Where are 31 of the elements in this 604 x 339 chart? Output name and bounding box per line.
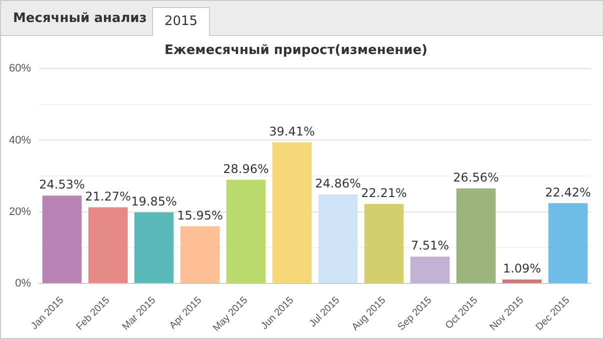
bar bbox=[456, 188, 496, 283]
data-label: 15.95% bbox=[177, 208, 223, 222]
text: Месячный анализ bbox=[13, 11, 147, 26]
data-label: 24.53% bbox=[39, 178, 85, 192]
bar bbox=[272, 142, 312, 283]
data-label: 22.21% bbox=[361, 186, 407, 200]
data-label: 1.09% bbox=[502, 262, 542, 276]
bar bbox=[318, 194, 358, 283]
data-label: 21.27% bbox=[85, 189, 131, 204]
y-tick-label: 0% bbox=[15, 277, 32, 290]
bar bbox=[42, 196, 82, 283]
text: 2015 bbox=[152, 7, 210, 36]
data-label: 19.85% bbox=[131, 194, 177, 209]
data-label: 7.51% bbox=[410, 238, 450, 253]
bar bbox=[364, 204, 404, 283]
chart-title: Ежемесячный прирост(изменение) bbox=[164, 43, 428, 58]
y-tick-label: 60% bbox=[8, 62, 32, 75]
data-label: 22.42% bbox=[545, 185, 591, 200]
bar bbox=[134, 212, 174, 283]
bar bbox=[226, 180, 266, 283]
bar bbox=[410, 256, 450, 283]
data-label: 28.96% bbox=[223, 162, 269, 176]
data-label: 39.41% bbox=[269, 124, 315, 138]
y-tick-label: 40% bbox=[8, 134, 32, 146]
y-tick-label: 20% bbox=[8, 206, 32, 218]
data-label: 26.56% bbox=[453, 170, 499, 184]
bar bbox=[502, 280, 542, 283]
bar bbox=[548, 203, 588, 283]
data-label: 24.86% bbox=[315, 176, 361, 191]
bar bbox=[88, 207, 128, 283]
bar bbox=[180, 226, 220, 283]
